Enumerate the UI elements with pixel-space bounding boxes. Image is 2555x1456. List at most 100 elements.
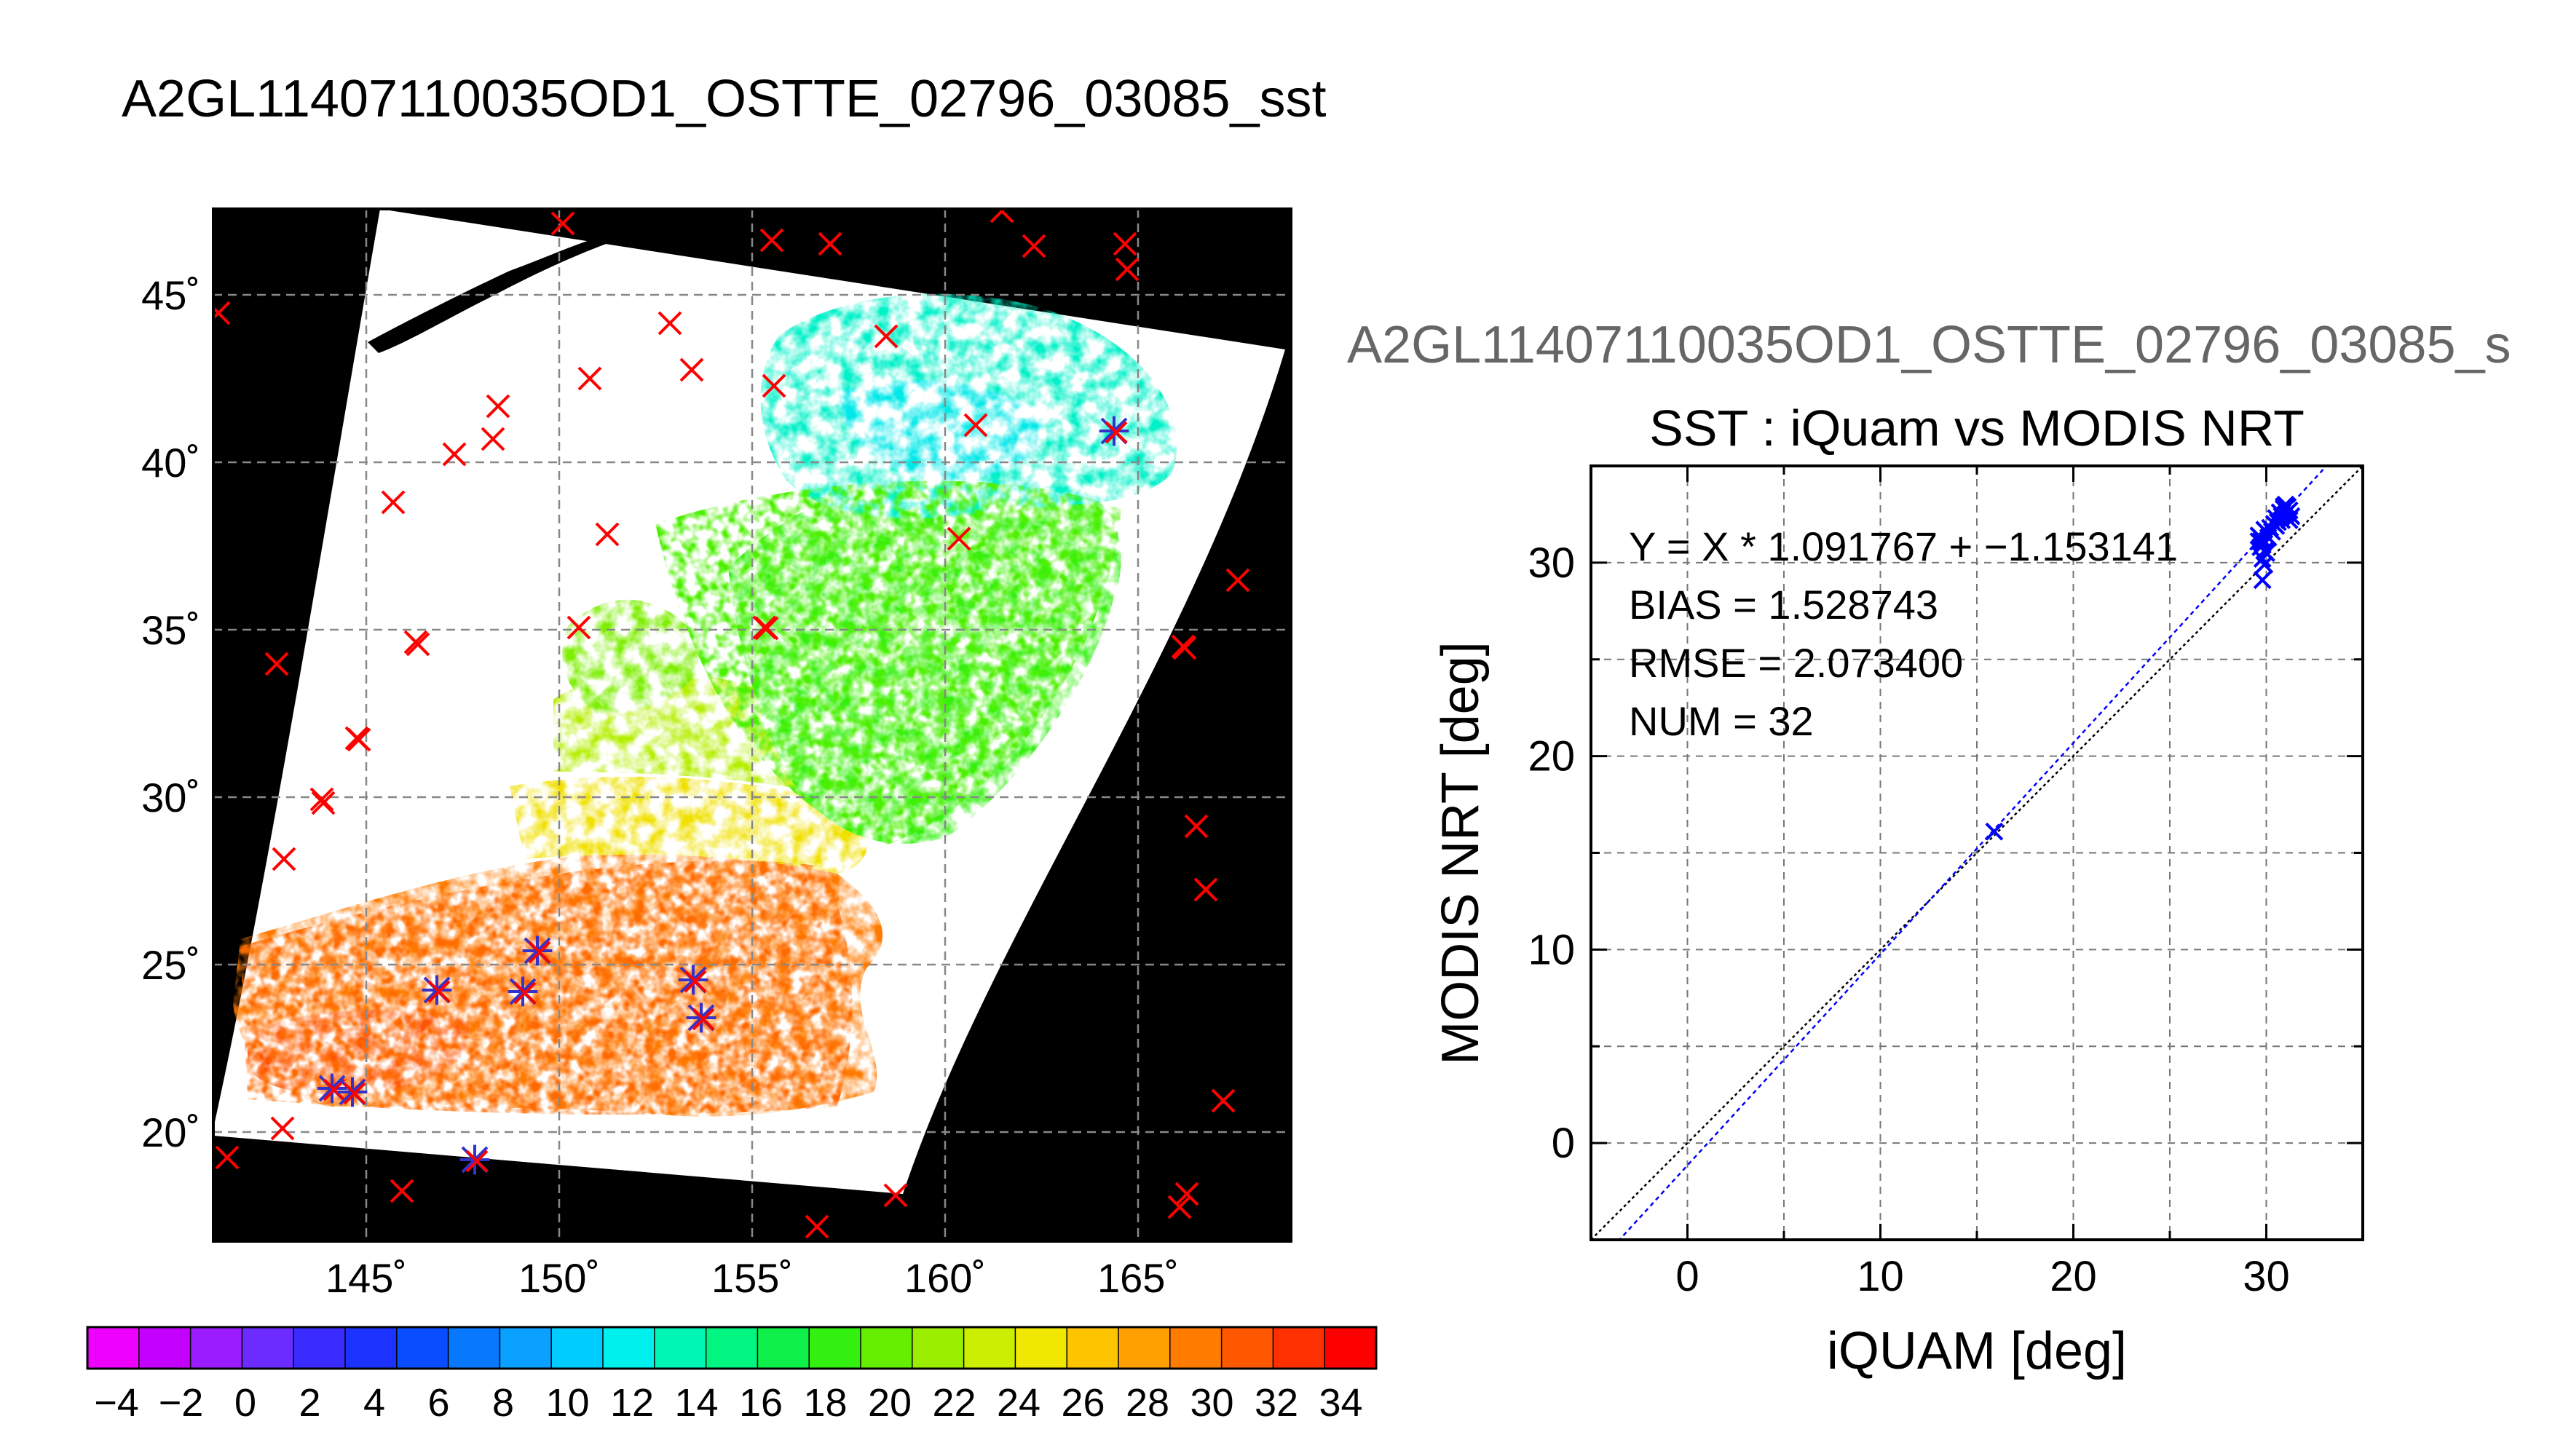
scatter-point xyxy=(2280,510,2299,529)
sst-map: 145˚ 150˚ 155˚ 160˚ 165˚ 20˚ 25˚ 30˚ 35˚ 40˚ 45˚ xyxy=(141,207,1292,1301)
colorbar-cell xyxy=(1169,1326,1223,1369)
colorbar-tick-label: −4 xyxy=(94,1381,139,1425)
outside-swath-marker-stroke xyxy=(442,442,467,467)
colorbar-cell xyxy=(1014,1326,1068,1369)
outside-swath-marker-stroke xyxy=(1174,1182,1199,1206)
outside-swath-marker xyxy=(754,616,779,641)
sst-green-west xyxy=(562,599,702,713)
scatter-panel-title: A2GL11407110035OD1_OSTTE_02796_03085_s xyxy=(1347,316,2511,374)
y-tick-label: 30 xyxy=(1528,539,1575,587)
colorbar-cell xyxy=(241,1326,295,1369)
lat-tick-label: 35˚ xyxy=(141,607,200,653)
outside-swath-marker-stroke xyxy=(270,1116,295,1141)
scatter-point-stroke xyxy=(2276,495,2295,514)
outside-swath-marker xyxy=(390,1179,414,1203)
x-tick-label: 0 xyxy=(1675,1253,1699,1300)
colorbar-cell xyxy=(808,1326,862,1369)
outside-swath-marker-stroke xyxy=(309,787,334,812)
colorbar-tick-label: 16 xyxy=(739,1381,783,1425)
colorbar-cell xyxy=(1066,1326,1120,1369)
matchup-marker-overlay-stroke xyxy=(1105,421,1128,444)
colorbar-tick-label: 14 xyxy=(674,1381,718,1425)
stats-box: Y = X * 1.091767 + −1.153141 BIAS = 1.52… xyxy=(1629,523,2178,744)
outside-swath-marker xyxy=(657,311,682,336)
outside-swath-marker xyxy=(309,787,334,812)
matchup-marker-overlay xyxy=(513,981,537,1005)
outside-swath-marker-stroke xyxy=(759,228,784,253)
colorbar-tick-label: 28 xyxy=(1126,1381,1169,1425)
colorbar-tick-label: −2 xyxy=(159,1381,204,1425)
sst-field xyxy=(233,293,1177,1117)
outside-swath-marker-stroke xyxy=(883,1183,908,1208)
map-frame xyxy=(212,207,1292,1243)
y-tick-label: 10 xyxy=(1528,926,1575,973)
outside-swath-marker xyxy=(311,791,336,815)
outside-swath-marker-stroke xyxy=(381,490,406,515)
outside-swath-marker-stroke xyxy=(963,413,988,438)
x-tick-label: 30 xyxy=(2243,1253,2290,1300)
matchup-marker-overlay xyxy=(692,1008,715,1031)
outside-swath-marker xyxy=(595,522,620,547)
outside-swath-marker xyxy=(347,727,371,752)
outside-swath-marker xyxy=(759,228,784,253)
scatter-point-stroke xyxy=(2255,521,2274,539)
scatter-point xyxy=(2276,495,2295,514)
scatter-point-stroke xyxy=(2251,538,2270,557)
colorbar-cell xyxy=(1220,1326,1274,1369)
colorbar-tick-label: 10 xyxy=(545,1381,589,1425)
outside-swath-marker xyxy=(1174,1182,1199,1206)
outside-swath-marker xyxy=(550,211,575,236)
colorbar-tick-label: 8 xyxy=(492,1381,514,1425)
scatter-point xyxy=(2255,521,2274,539)
colorbar-tick-label: 24 xyxy=(997,1381,1040,1425)
outside-swath-marker xyxy=(566,615,591,640)
outside-swath-marker xyxy=(481,427,505,451)
matchup-marker-overlay-stroke xyxy=(513,981,537,1005)
sst-speckle-orange xyxy=(240,860,853,1115)
outside-swath-marker xyxy=(963,413,988,438)
outside-swath-marker-stroke xyxy=(1022,234,1046,258)
outside-swath-marker-stroke xyxy=(805,1214,829,1239)
outside-swath-marker-stroke xyxy=(1167,1195,1192,1219)
colorbar-cell xyxy=(654,1326,707,1369)
outside-swath-marker xyxy=(264,652,289,676)
outside-swath-marker-stroke xyxy=(679,357,704,382)
lat-tick-label: 45˚ xyxy=(141,272,200,318)
colorbar-cell xyxy=(138,1326,191,1369)
outside-swath-marker-stroke xyxy=(272,847,296,871)
matchup-marker-overlay xyxy=(528,941,551,964)
outside-swath-marker-stroke xyxy=(1172,636,1197,660)
colorbar-cell xyxy=(1272,1326,1326,1369)
outside-swath-marker xyxy=(1172,636,1197,660)
colorbar-cell xyxy=(1118,1326,1172,1369)
colorbar-tick-label: 30 xyxy=(1190,1381,1233,1425)
outside-swath-marker xyxy=(381,490,406,515)
outside-swath-marker-stroke xyxy=(566,615,591,640)
outside-swath-marker-stroke xyxy=(486,394,510,419)
outside-swath-marker xyxy=(818,232,842,256)
lat-tick-label: 25˚ xyxy=(141,942,200,988)
scatter-point-stroke xyxy=(2255,555,2274,574)
outside-swath-marker-stroke xyxy=(1211,1088,1236,1113)
colorbar-cell xyxy=(705,1326,759,1369)
colorbar-frame xyxy=(86,1326,1378,1370)
scatter-grid xyxy=(1591,466,2363,1240)
colorbar: −4 −2 0 2 4 6 8 10 12 14 16 18 20 22 24 26 28 30 32 34 xyxy=(86,1326,1378,1425)
colorbar-tick-label: 26 xyxy=(1061,1381,1105,1425)
sst-turquoise-patch xyxy=(837,380,1043,480)
outside-swath-marker-stroke xyxy=(213,301,231,320)
lon-tick-label: 155˚ xyxy=(711,1255,793,1301)
matchup-marker-overlay-stroke xyxy=(465,1150,489,1173)
colorbar-cell xyxy=(602,1326,656,1369)
colorbar-tick-label: 0 xyxy=(234,1381,256,1425)
scatter-point-stroke xyxy=(2280,510,2299,529)
outside-swath-marker-stroke xyxy=(874,324,899,349)
outside-swath-marker xyxy=(215,1145,240,1170)
colorbar-cell xyxy=(293,1326,347,1369)
outside-swath-marker-stroke xyxy=(762,373,786,398)
y-tick-label: 0 xyxy=(1552,1120,1575,1167)
matchup-marker-overlay-stroke xyxy=(427,980,451,1003)
stats-line-bias: BIAS = 1.528743 xyxy=(1629,582,1938,628)
stats-line-rmse: RMSE = 2.073400 xyxy=(1629,640,1963,686)
